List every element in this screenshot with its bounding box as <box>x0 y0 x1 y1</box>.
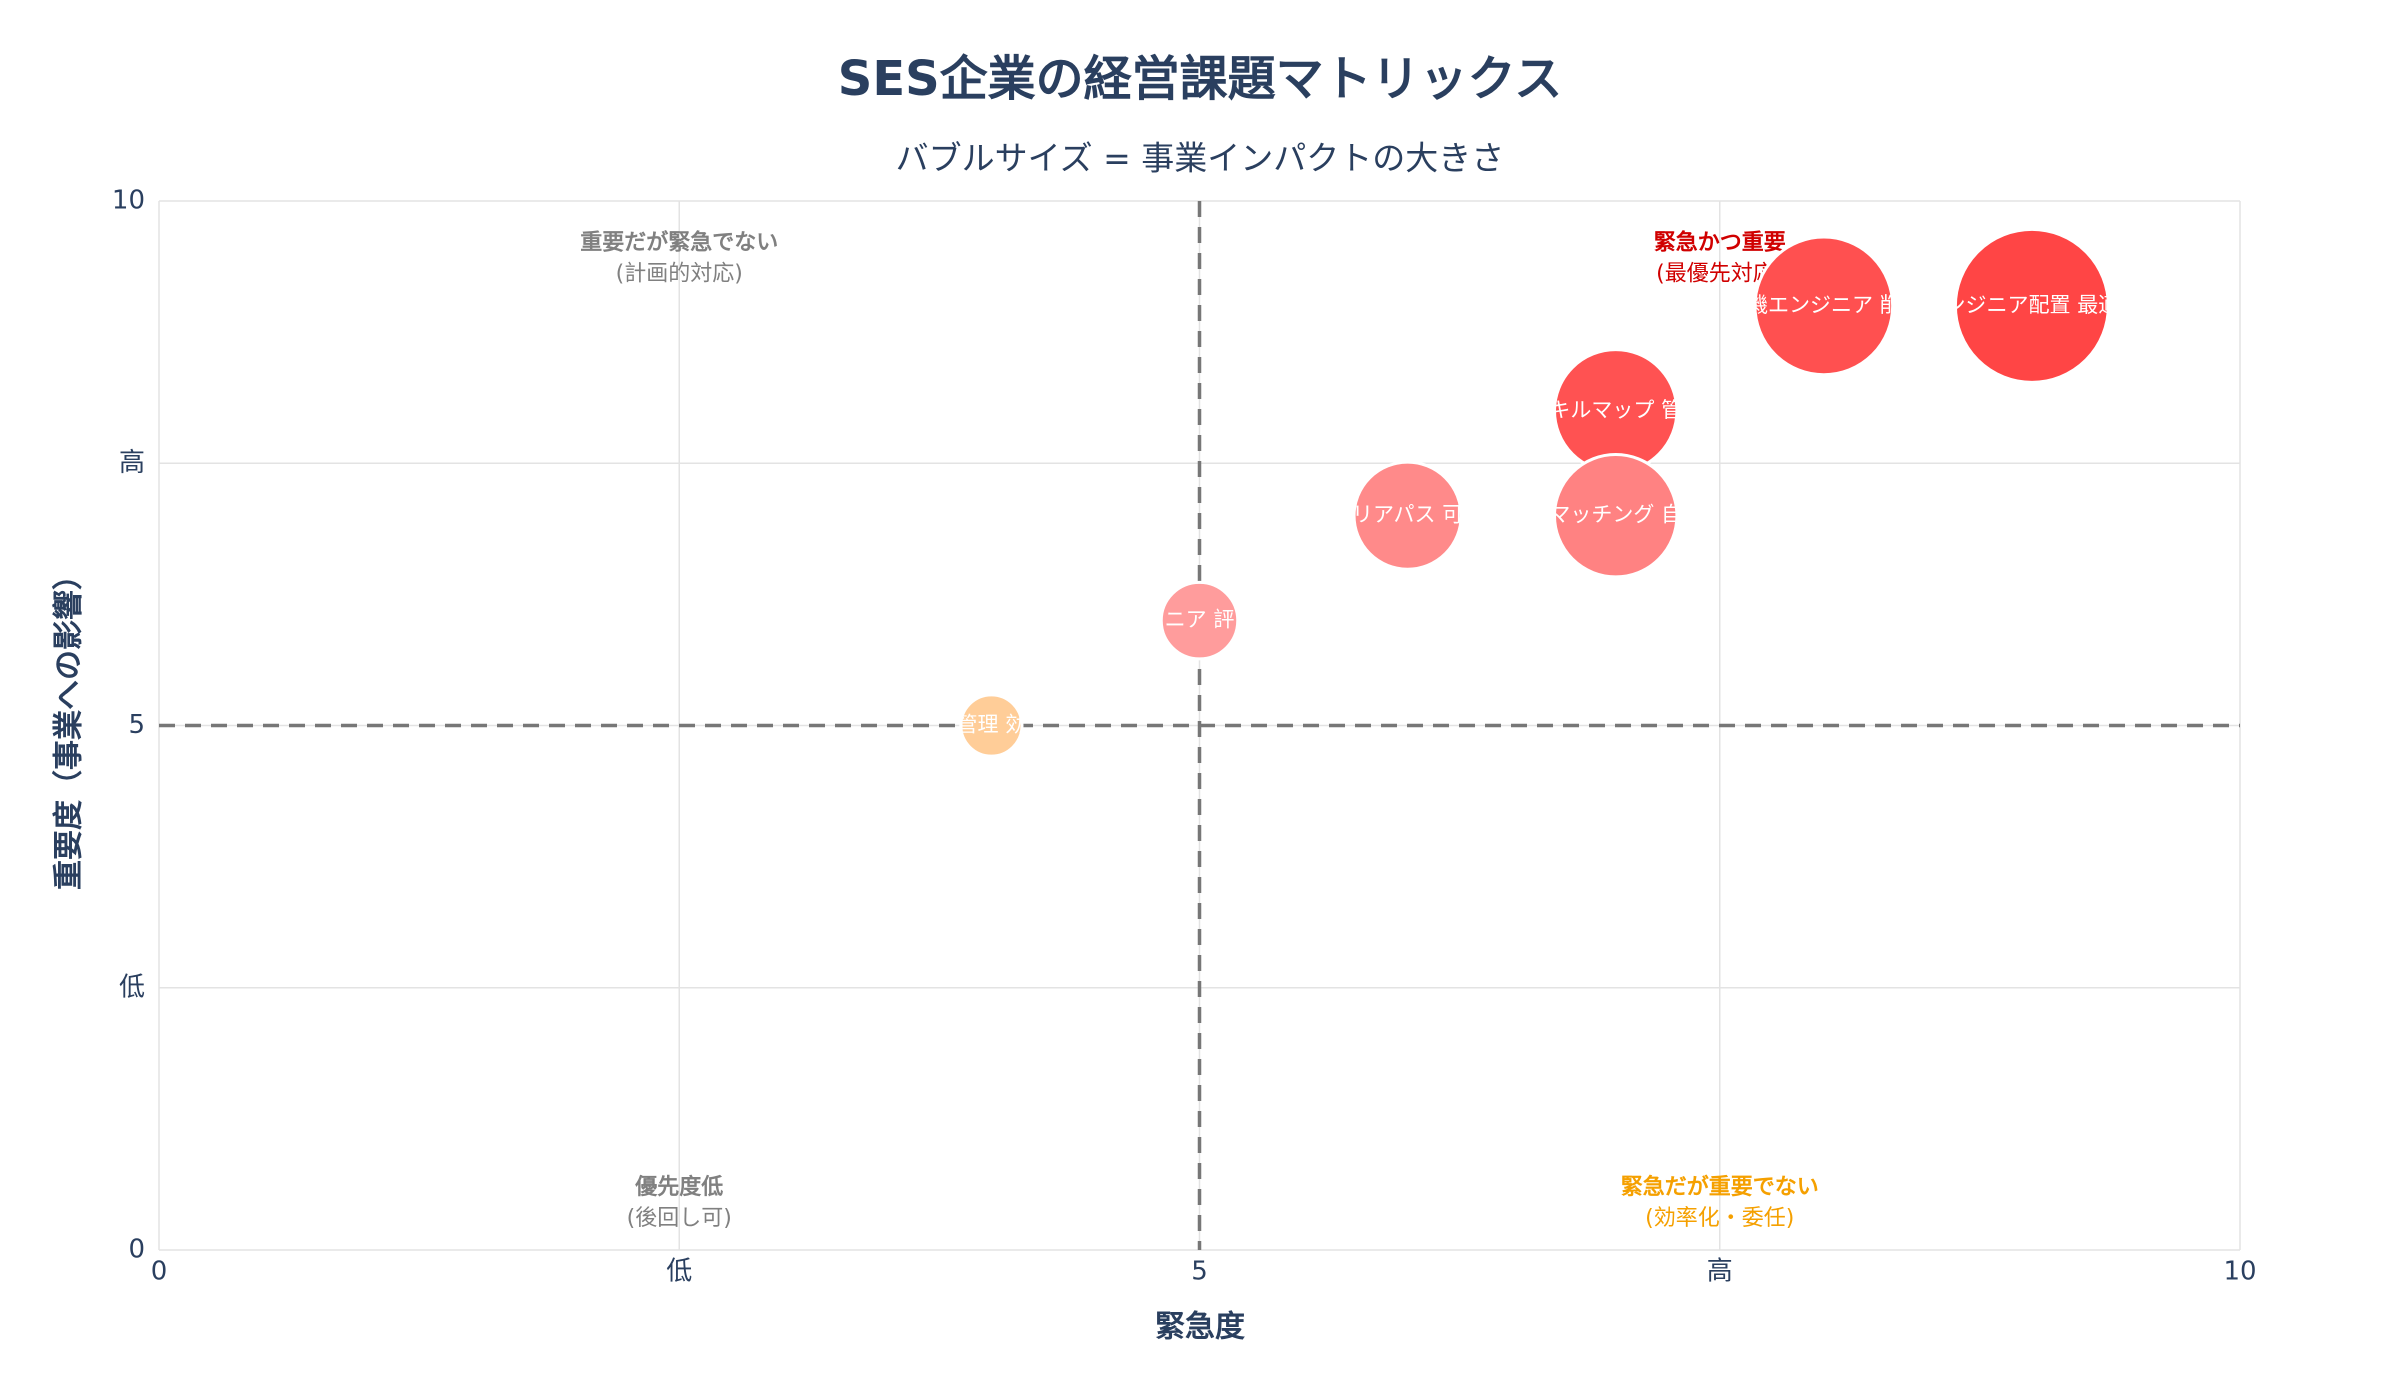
bubble-label: 機エンジニア 削 <box>1747 293 1901 317</box>
x-tick-label: 5 <box>1191 1257 1208 1287</box>
y-tick-label: 0 <box>128 1235 145 1265</box>
y-axis-title: 重要度（事業への影響） <box>52 560 87 890</box>
bubble <box>959 693 1024 758</box>
annotation-text: (後回し可) <box>627 1206 732 1231</box>
bubble-label: キルマップ 管 <box>1549 398 1682 422</box>
bubble <box>1352 460 1463 571</box>
bubble-label: ンジニア配置 最適 <box>1945 293 2120 317</box>
chart-title: SES企業の経営課題マトリックス <box>838 51 1563 107</box>
annotation-text: (効率化・委任) <box>1645 1206 1794 1231</box>
x-tick-label: 高 <box>1707 1257 1733 1287</box>
annotation-title: 優先度低 <box>634 1174 723 1200</box>
annotation-text: (計画的対応) <box>616 262 743 287</box>
y-tick-label: 10 <box>112 186 145 216</box>
x-axis-title: 緊急度 <box>1155 1310 1245 1345</box>
chart-subtitle: バブルサイズ = 事業インパクトの大きさ <box>896 139 1505 178</box>
bubble-label: リアパス 可 <box>1352 503 1463 527</box>
y-tick-label: 低 <box>119 972 145 1002</box>
bubble <box>1159 580 1240 661</box>
y-tick-label: 高 <box>119 448 145 478</box>
bubble-label: マッチング 自 <box>1549 503 1682 527</box>
bubble <box>1953 227 2110 384</box>
x-tick-label: 0 <box>151 1257 168 1287</box>
y-tick-label: 5 <box>128 710 145 740</box>
bubble <box>1553 453 1679 579</box>
x-tick-label: 低 <box>666 1257 692 1287</box>
bubble-label: 管理 効 <box>957 713 1027 737</box>
annotation-title: 緊急かつ重要 <box>1654 230 1786 256</box>
annotation-title: 重要だが緊急でない <box>580 230 778 256</box>
x-tick-label: 10 <box>2223 1257 2256 1287</box>
bubble-label: ニア 評 <box>1165 608 1235 632</box>
bubble <box>1753 235 1895 377</box>
annotation-title: 緊急だが重要でない <box>1621 1174 1819 1200</box>
